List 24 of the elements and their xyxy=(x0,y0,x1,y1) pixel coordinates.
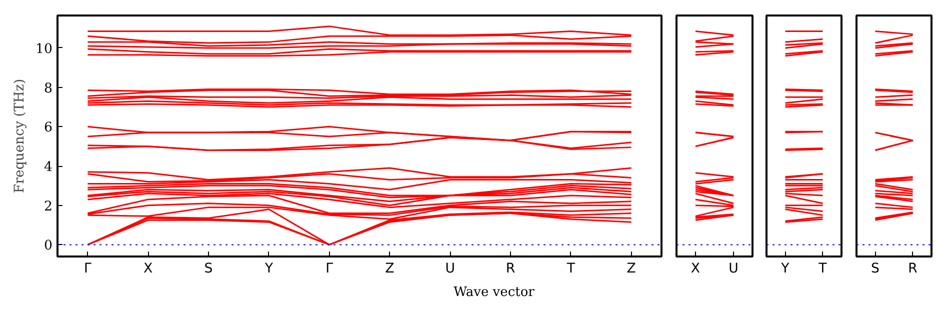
y-tick-label: 10 xyxy=(36,42,53,57)
x-tick-label: T xyxy=(566,262,576,276)
x-tick-label: Y xyxy=(780,262,790,276)
x-tick-label: S xyxy=(204,262,213,276)
x-axis-title: Wave vector xyxy=(454,284,534,302)
x-tick-label: U xyxy=(728,262,738,276)
x-tick-label: Z xyxy=(385,262,394,276)
y-axis-title: Frequency (THz) xyxy=(12,78,28,194)
x-tick-label: Y xyxy=(264,262,274,276)
x-tick-label: T xyxy=(818,262,828,276)
x-tick-label: Γ xyxy=(326,262,334,276)
y-tick-label: 2 xyxy=(44,199,53,214)
x-tick-label: X xyxy=(144,262,153,276)
x-tick-label: S xyxy=(871,262,880,276)
x-tick-label: X xyxy=(690,262,700,276)
x-tick-label: Z xyxy=(626,262,636,276)
y-tick-label: 6 xyxy=(44,120,53,136)
y-tick-label: 8 xyxy=(44,81,53,96)
x-tick-label: R xyxy=(506,262,516,276)
x-tick-label: U xyxy=(445,262,455,276)
x-tick-label: R xyxy=(908,262,918,276)
y-tick-label: 4 xyxy=(44,160,53,175)
x-tick-label: Γ xyxy=(84,262,92,276)
y-tick-label: 0 xyxy=(44,238,53,254)
